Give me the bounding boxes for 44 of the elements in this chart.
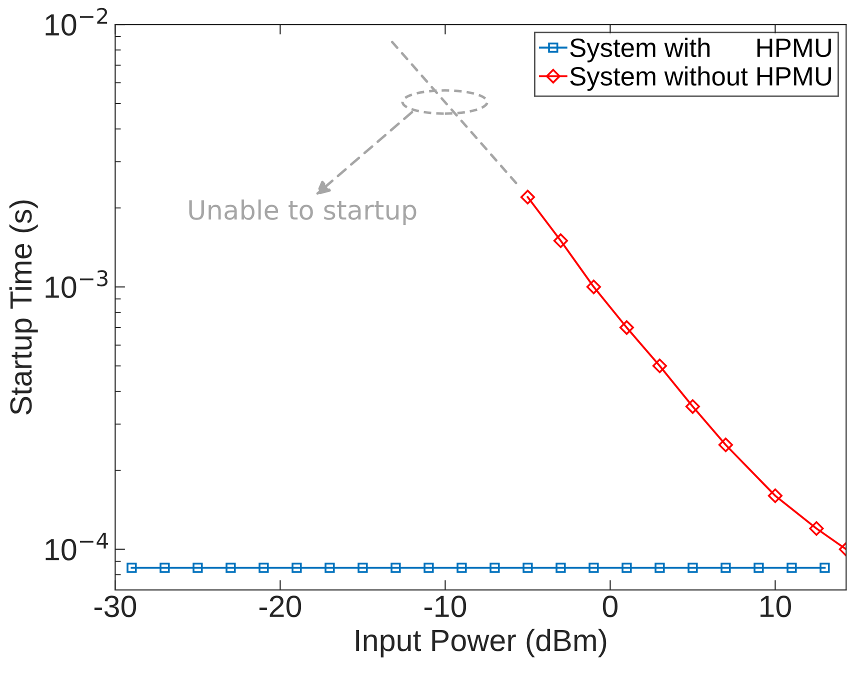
point <box>390 562 401 573</box>
point <box>685 399 700 414</box>
point <box>358 562 368 573</box>
point <box>490 562 500 573</box>
point <box>718 438 733 452</box>
point <box>522 562 533 573</box>
point <box>292 562 302 573</box>
legend-label: System with HPMU <box>570 38 831 62</box>
point <box>654 562 665 573</box>
point <box>720 562 731 573</box>
y-axis-title: Startup Time (s) <box>9 200 38 415</box>
point <box>619 320 634 335</box>
point <box>586 280 601 294</box>
x-tick-label: 10 <box>760 596 791 618</box>
point <box>456 562 467 573</box>
y-tick-label: 10$^{−4}$ <box>46 532 108 560</box>
point <box>622 562 632 573</box>
annotation: Unable to startup <box>189 199 416 226</box>
point <box>192 562 203 573</box>
point <box>809 521 824 536</box>
y-tick-label: 10$^{−2}$ <box>46 8 108 36</box>
point <box>424 562 434 573</box>
x-axis-title: Input Power (dBm) <box>356 628 606 658</box>
point <box>768 488 782 504</box>
point <box>553 233 568 248</box>
point <box>820 562 830 573</box>
point <box>126 562 137 573</box>
point <box>556 562 566 573</box>
point <box>160 562 170 573</box>
x-tick-label: -30 <box>94 596 136 618</box>
point <box>688 562 698 573</box>
point <box>754 562 764 573</box>
legend-label: System without HPMU <box>570 66 831 91</box>
point <box>520 190 535 204</box>
x-tick-label: -10 <box>424 596 466 618</box>
point <box>588 562 599 573</box>
point <box>226 562 236 573</box>
x-tick-label: 0 <box>602 596 618 618</box>
point <box>324 562 335 573</box>
point <box>258 562 269 573</box>
point <box>652 358 667 374</box>
point <box>786 562 797 573</box>
x-tick-label: -20 <box>259 596 302 618</box>
y-tick-label: 10$^{−3}$ <box>46 270 108 298</box>
